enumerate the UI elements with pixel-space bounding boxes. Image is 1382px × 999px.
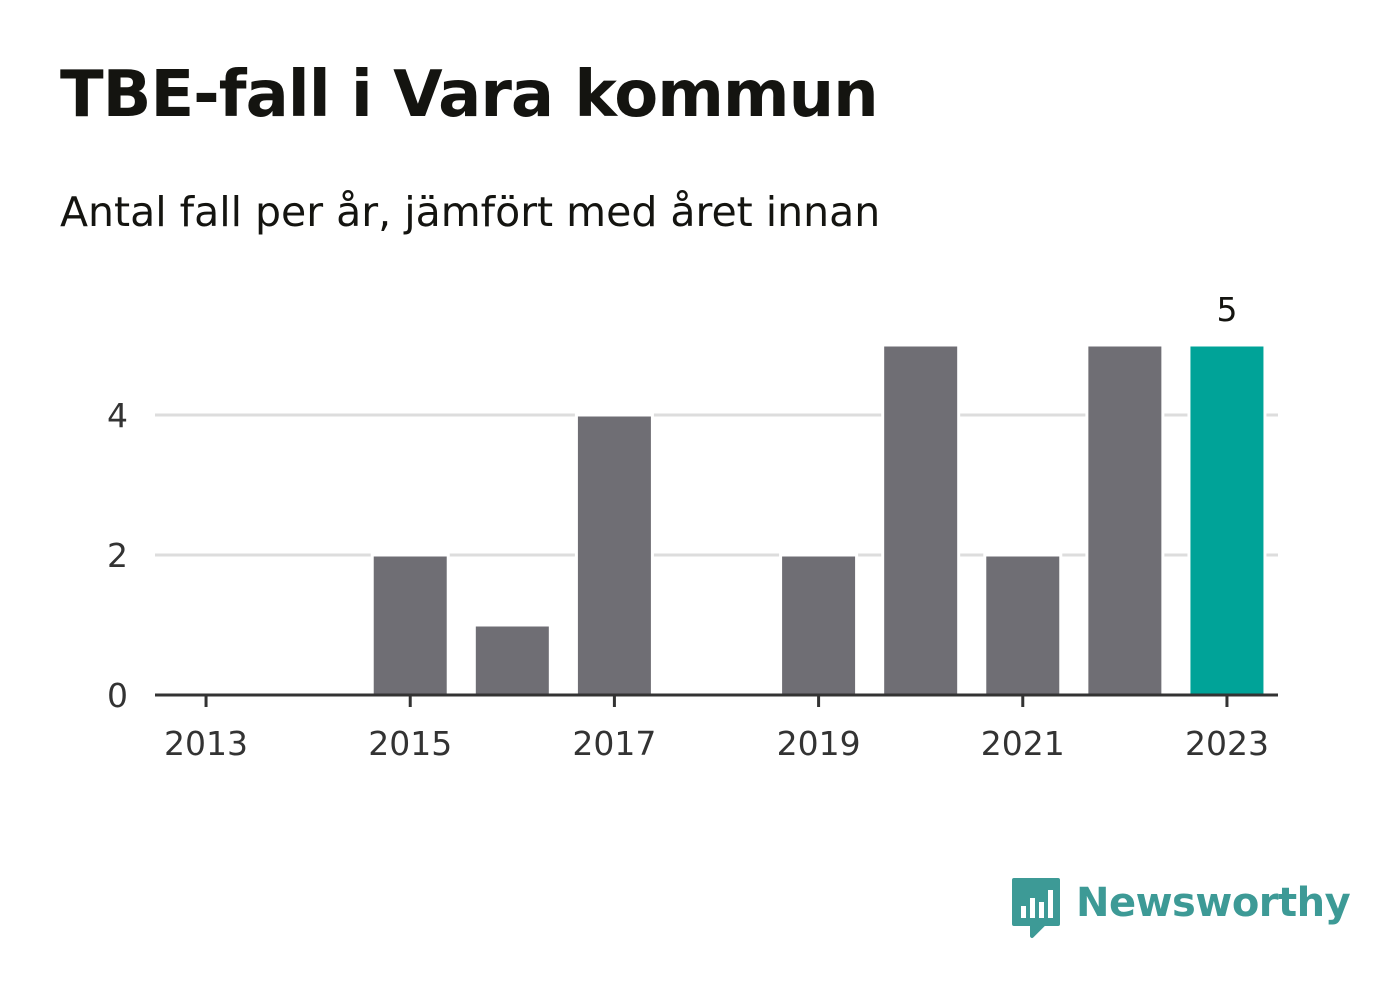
bar-2022: [1085, 343, 1165, 697]
chart-subtitle: Antal fall per år, jämfört med året inna…: [60, 188, 881, 236]
bar-2017: [574, 413, 654, 697]
bars: [370, 343, 1267, 697]
logo-text: Newsworthy: [1076, 880, 1351, 926]
x-tick-label: 2013: [164, 724, 248, 763]
y-tick-label: 4: [107, 396, 128, 435]
x-tick-label: 2019: [777, 724, 861, 763]
x-tick-label: 2017: [572, 724, 656, 763]
bar-2021: [983, 553, 1063, 697]
y-tick-label: 2: [107, 536, 128, 575]
x-tick-label: 2023: [1185, 724, 1269, 763]
x-tick-label: 2015: [368, 724, 452, 763]
bar-2015: [370, 553, 450, 697]
tick-labels: 0 2 4 2013 2015 2017 2019 2021 2023 5: [107, 290, 1269, 763]
newsworthy-logo: Newsworthy: [1010, 878, 1351, 940]
chart-title: TBE-fall i Vara kommun: [60, 58, 879, 132]
bar-2019: [779, 553, 859, 697]
x-tick-label: 2021: [981, 724, 1065, 763]
bar-2023: [1187, 343, 1267, 697]
bar-chart-speech-bubble-icon: [1012, 878, 1060, 938]
x-axis: [155, 693, 1278, 707]
bar-2020: [881, 343, 961, 697]
bar-2016: [472, 623, 552, 697]
y-tick-label: 0: [107, 676, 128, 715]
data-label: 5: [1216, 290, 1237, 329]
